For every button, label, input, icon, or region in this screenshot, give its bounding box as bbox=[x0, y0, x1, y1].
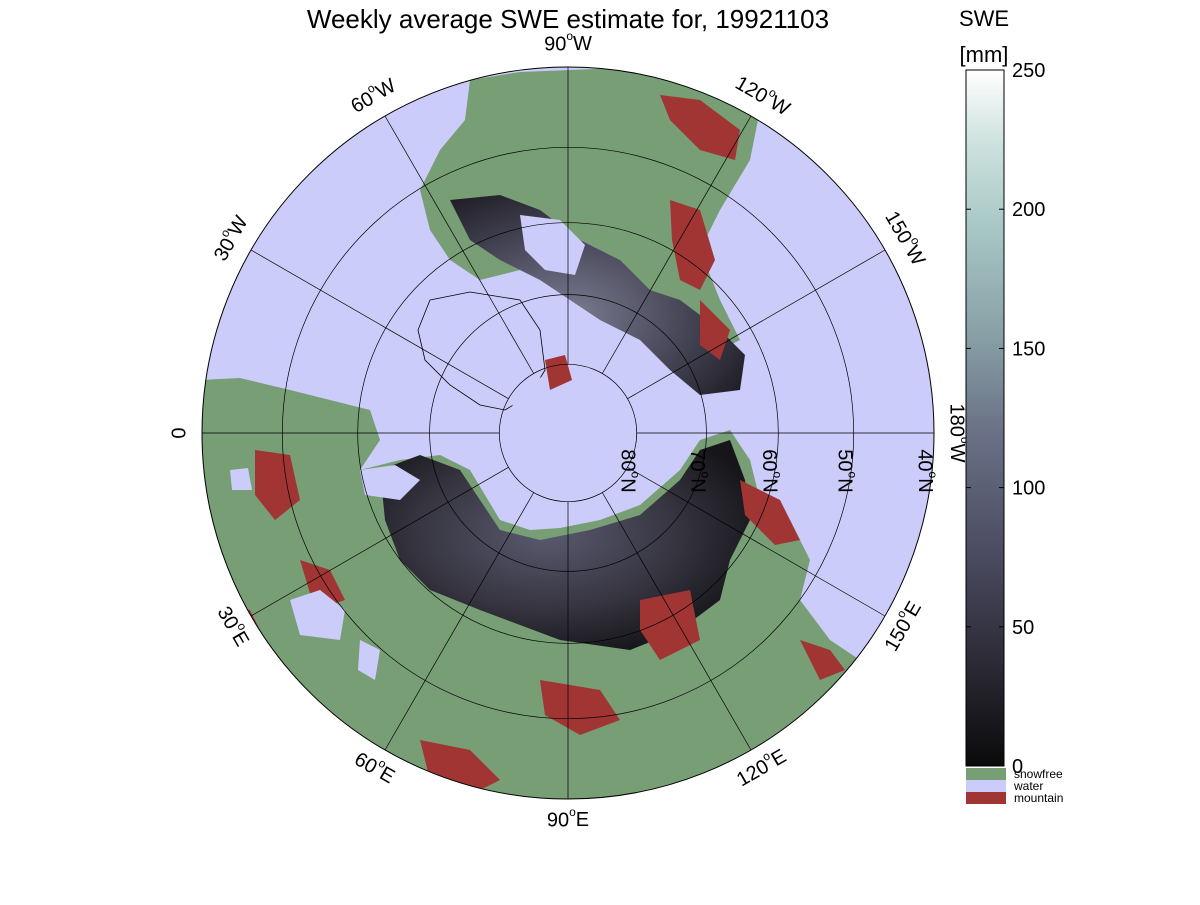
colorbar-tick-label: 50 bbox=[1012, 617, 1034, 639]
arctic-ocean bbox=[506, 371, 630, 495]
longitude-label: 0 bbox=[168, 427, 190, 438]
inland-water bbox=[230, 465, 420, 680]
meridian-line bbox=[250, 466, 509, 617]
latitude-label: 70oN bbox=[686, 449, 712, 492]
longitude-label: 60oW bbox=[345, 71, 400, 118]
graticule bbox=[202, 67, 934, 799]
latitude-label: 60oN bbox=[758, 449, 784, 492]
landmass-north-america bbox=[420, 68, 760, 360]
polar-map: 90oW120oW150oW180oW150oE120oE90oE60oE30o… bbox=[168, 29, 972, 831]
longitude-label: 90oE bbox=[547, 805, 589, 831]
meridian-line bbox=[250, 249, 509, 400]
legend-swatch bbox=[966, 792, 1006, 804]
colorbar-tick-label: 250 bbox=[1012, 60, 1045, 82]
colorbar-tick-label: 150 bbox=[1012, 338, 1045, 360]
colorbar-gradient bbox=[965, 69, 1005, 767]
longitude-label: 30oW bbox=[206, 210, 253, 265]
colorbar-tick-label: 0 bbox=[1012, 756, 1023, 778]
meridian-line bbox=[384, 115, 535, 374]
latitude-label: 80oN bbox=[616, 449, 642, 492]
meridian-line bbox=[384, 492, 535, 751]
legend-label: snowfree bbox=[1014, 767, 1063, 781]
meridian-line bbox=[627, 249, 886, 400]
colorbar-ticks: 0 50 100 150 200 250 bbox=[966, 60, 1045, 778]
meridian-line bbox=[627, 466, 886, 617]
meridian-line bbox=[601, 115, 752, 374]
colorbar: SWE [mm] 0 50 100 150 200 250 bbox=[959, 6, 1045, 778]
latitude-label: 40oN bbox=[914, 449, 940, 492]
figure-title: Weekly average SWE estimate for, 1992110… bbox=[307, 4, 829, 34]
longitude-label: 90oW bbox=[544, 29, 592, 55]
latitude-label: 50oN bbox=[833, 449, 859, 492]
legend-swatch bbox=[966, 780, 1006, 792]
colorbar-title-line1: SWE bbox=[959, 6, 1009, 31]
colorbar-title-line2: [mm] bbox=[960, 42, 1009, 67]
colorbar-tick-label: 200 bbox=[1012, 199, 1045, 221]
hudson-bay bbox=[520, 215, 585, 275]
latitude-labels: 80oN 70oN 60oN 50oN 40oN bbox=[616, 449, 939, 492]
colorbar-tick-label: 100 bbox=[1012, 478, 1045, 500]
legend-swatch bbox=[966, 768, 1006, 780]
meridian-line bbox=[601, 492, 752, 751]
snow-cover-north-america bbox=[450, 195, 745, 395]
legend-label: water bbox=[1013, 779, 1043, 793]
legend-label: mountain bbox=[1014, 791, 1063, 805]
